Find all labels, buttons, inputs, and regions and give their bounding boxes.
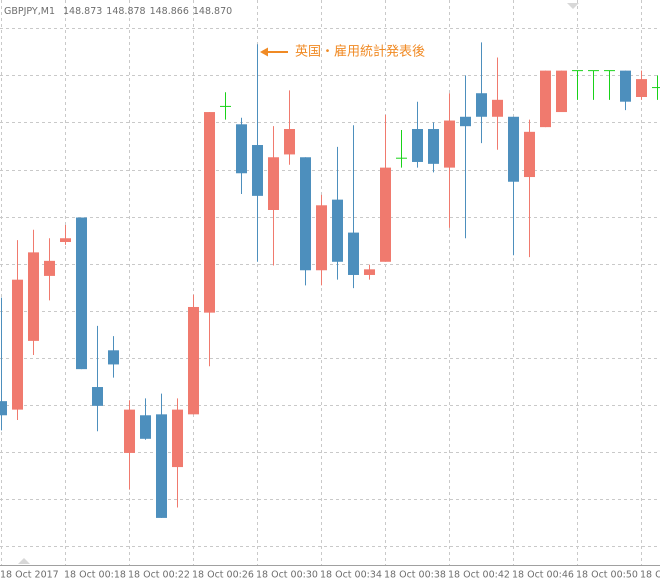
candle-body xyxy=(508,116,519,182)
candle-body xyxy=(412,129,423,162)
candle-body xyxy=(444,120,455,168)
header-price: 148.866 xyxy=(150,6,189,17)
candle-body xyxy=(636,79,647,97)
candle-body xyxy=(300,157,311,271)
x-tick-label: 18 Oct 00:38 xyxy=(384,570,446,581)
candle-body xyxy=(188,306,199,415)
period-marker xyxy=(18,558,30,564)
candle-body xyxy=(364,269,375,275)
x-tick-label: 18 Oct 00:30 xyxy=(256,570,318,581)
x-tick-label: 18 Oct 00:54 xyxy=(640,570,660,581)
candle-body xyxy=(108,350,119,365)
candle-body xyxy=(60,238,71,243)
x-tick-label: 18 Oct 00:26 xyxy=(192,570,254,581)
x-labels: 18 Oct 2017 18 Oct 00:18 18 Oct 00:22 18 Oc… xyxy=(0,570,660,581)
x-tick-label: 18 Oct 00:42 xyxy=(448,570,510,581)
x-tick-label: 18 Oct 00:22 xyxy=(128,570,190,581)
candle-body xyxy=(204,112,215,313)
candle-body xyxy=(236,124,247,174)
candle-body xyxy=(0,401,7,416)
candle-body xyxy=(268,157,279,210)
candle-body xyxy=(460,116,471,127)
candle-body xyxy=(92,387,103,406)
candle-body xyxy=(44,260,55,276)
candle-body xyxy=(524,131,535,178)
candles xyxy=(0,42,660,518)
candle-body xyxy=(284,129,295,155)
candle-body xyxy=(124,409,135,453)
candle-body xyxy=(28,252,39,341)
candle-body xyxy=(156,414,167,518)
candle-body xyxy=(332,199,343,262)
x-tick-label: 18 Oct 00:18 xyxy=(64,570,126,581)
scroll-marker xyxy=(567,3,579,9)
candle-body xyxy=(172,409,183,468)
x-tick-label: 18 Oct 00:34 xyxy=(320,570,382,581)
candle-body xyxy=(140,415,151,439)
candle-body xyxy=(12,279,23,410)
candle-body xyxy=(476,93,487,117)
header-price: 148.873 xyxy=(63,6,102,17)
symbol: GBPJPY,M1 xyxy=(4,6,55,17)
candle-body xyxy=(76,217,87,370)
annotation-arrowhead xyxy=(260,47,268,57)
annotation: 英国・雇用統計発表後 xyxy=(295,44,425,60)
header: GBPJPY,M1 148.873 148.878 148.866 148.870 xyxy=(4,6,232,17)
x-tick-label: 18 Oct 00:50 xyxy=(576,570,638,581)
candle-body xyxy=(620,70,631,102)
header-price: 148.878 xyxy=(106,6,145,17)
candle-body xyxy=(540,70,551,128)
x-tick-label: 18 Oct 2017 xyxy=(0,570,59,581)
candle-body xyxy=(316,205,327,271)
candle-body xyxy=(492,99,503,117)
candle-body xyxy=(380,167,391,262)
header-price: 148.870 xyxy=(193,6,232,17)
candle-body xyxy=(252,145,263,196)
candle-body xyxy=(348,232,359,275)
candle-body xyxy=(428,129,439,164)
x-tick-label: 18 Oct 00:46 xyxy=(512,570,574,581)
candle-body xyxy=(556,70,567,113)
